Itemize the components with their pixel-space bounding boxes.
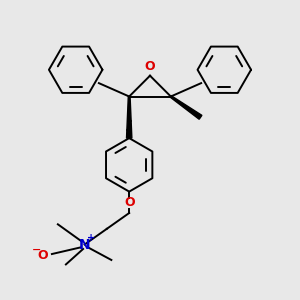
- Text: −: −: [32, 245, 41, 255]
- Text: N: N: [79, 238, 90, 251]
- Text: O: O: [38, 249, 48, 262]
- Text: +: +: [87, 233, 95, 243]
- Polygon shape: [170, 96, 202, 119]
- Text: O: O: [124, 196, 134, 209]
- Text: O: O: [145, 60, 155, 73]
- Polygon shape: [127, 97, 132, 138]
